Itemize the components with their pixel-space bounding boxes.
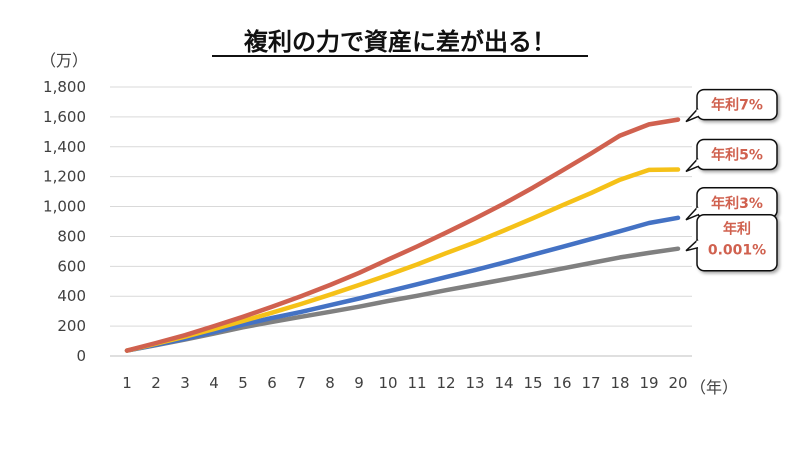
x-tick-label: 3 <box>180 374 190 392</box>
y-tick-label: 600 <box>57 257 86 275</box>
legend-box <box>696 88 778 121</box>
legend-callout: 年利3% <box>685 187 778 221</box>
legend-label: 年利3% <box>711 195 763 212</box>
y-tick-label: 200 <box>57 317 86 335</box>
x-tick-label: 17 <box>581 374 600 392</box>
x-tick-label: 2 <box>151 374 161 392</box>
x-tick-label: 18 <box>610 374 629 392</box>
series-line <box>124 117 681 353</box>
legend: 年利7% 年利5% 年利3% 年利 0.001% <box>685 88 778 272</box>
x-tick-label: 13 <box>465 374 484 392</box>
legend-pointer <box>685 239 699 252</box>
x-tick-label: 6 <box>267 374 277 392</box>
y-tick-label: 1,000 <box>43 198 86 216</box>
x-tick-label: 1 <box>122 374 132 392</box>
x-tick-label: 11 <box>407 374 426 392</box>
y-tick-label: 800 <box>57 227 86 245</box>
x-unit-label: （年） <box>690 378 738 397</box>
y-tick-label: 1,800 <box>43 78 86 96</box>
legend-pointer <box>685 206 699 221</box>
legend-pointer <box>685 157 699 173</box>
legend-box <box>696 138 778 171</box>
series-line <box>124 215 681 353</box>
legend-callout: 年利7% <box>685 88 778 123</box>
x-tick-label: 5 <box>238 374 248 392</box>
y-axis-ticks: 0 200 400 600 800 1,000 1,200 1,400 1,600 1,800 <box>43 78 86 365</box>
legend-callout: 年利5% <box>685 138 778 173</box>
x-tick-label: 14 <box>494 374 513 392</box>
y-tick-label: 1,200 <box>43 168 86 186</box>
legend-label: 年利5% <box>711 146 763 163</box>
y-tick-label: 0 <box>76 347 86 365</box>
y-tick-label: 1,600 <box>43 108 86 126</box>
legend-pointer <box>685 108 699 123</box>
x-tick-label: 16 <box>552 374 571 392</box>
legend-label: 年利7% <box>711 97 763 114</box>
x-tick-label: 4 <box>209 374 219 392</box>
series-lines <box>124 117 681 353</box>
chart-title: 複利の力で資産に差が出る！ <box>244 28 556 56</box>
x-tick-label: 20 <box>668 374 687 392</box>
y-unit-label: （万） <box>40 51 88 70</box>
y-tick-label: 400 <box>57 287 86 305</box>
legend-label: 年利 <box>723 221 751 238</box>
x-tick-label: 10 <box>378 374 397 392</box>
legend-callout: 年利 0.001% <box>685 213 778 272</box>
x-axis-ticks: 1 2 3 4 5 6 7 8 9 10 11 12 13 14 15 16 17 18 19 20 <box>122 374 687 392</box>
x-tick-label: 15 <box>523 374 542 392</box>
x-tick-label: 12 <box>436 374 455 392</box>
x-tick-label: 8 <box>325 374 335 392</box>
grid <box>110 86 692 357</box>
x-tick-label: 19 <box>639 374 658 392</box>
series-line <box>124 167 681 353</box>
x-tick-label: 9 <box>354 374 364 392</box>
x-tick-label: 7 <box>296 374 306 392</box>
y-tick-label: 1,400 <box>43 138 86 156</box>
legend-label: 0.001% <box>708 243 766 259</box>
